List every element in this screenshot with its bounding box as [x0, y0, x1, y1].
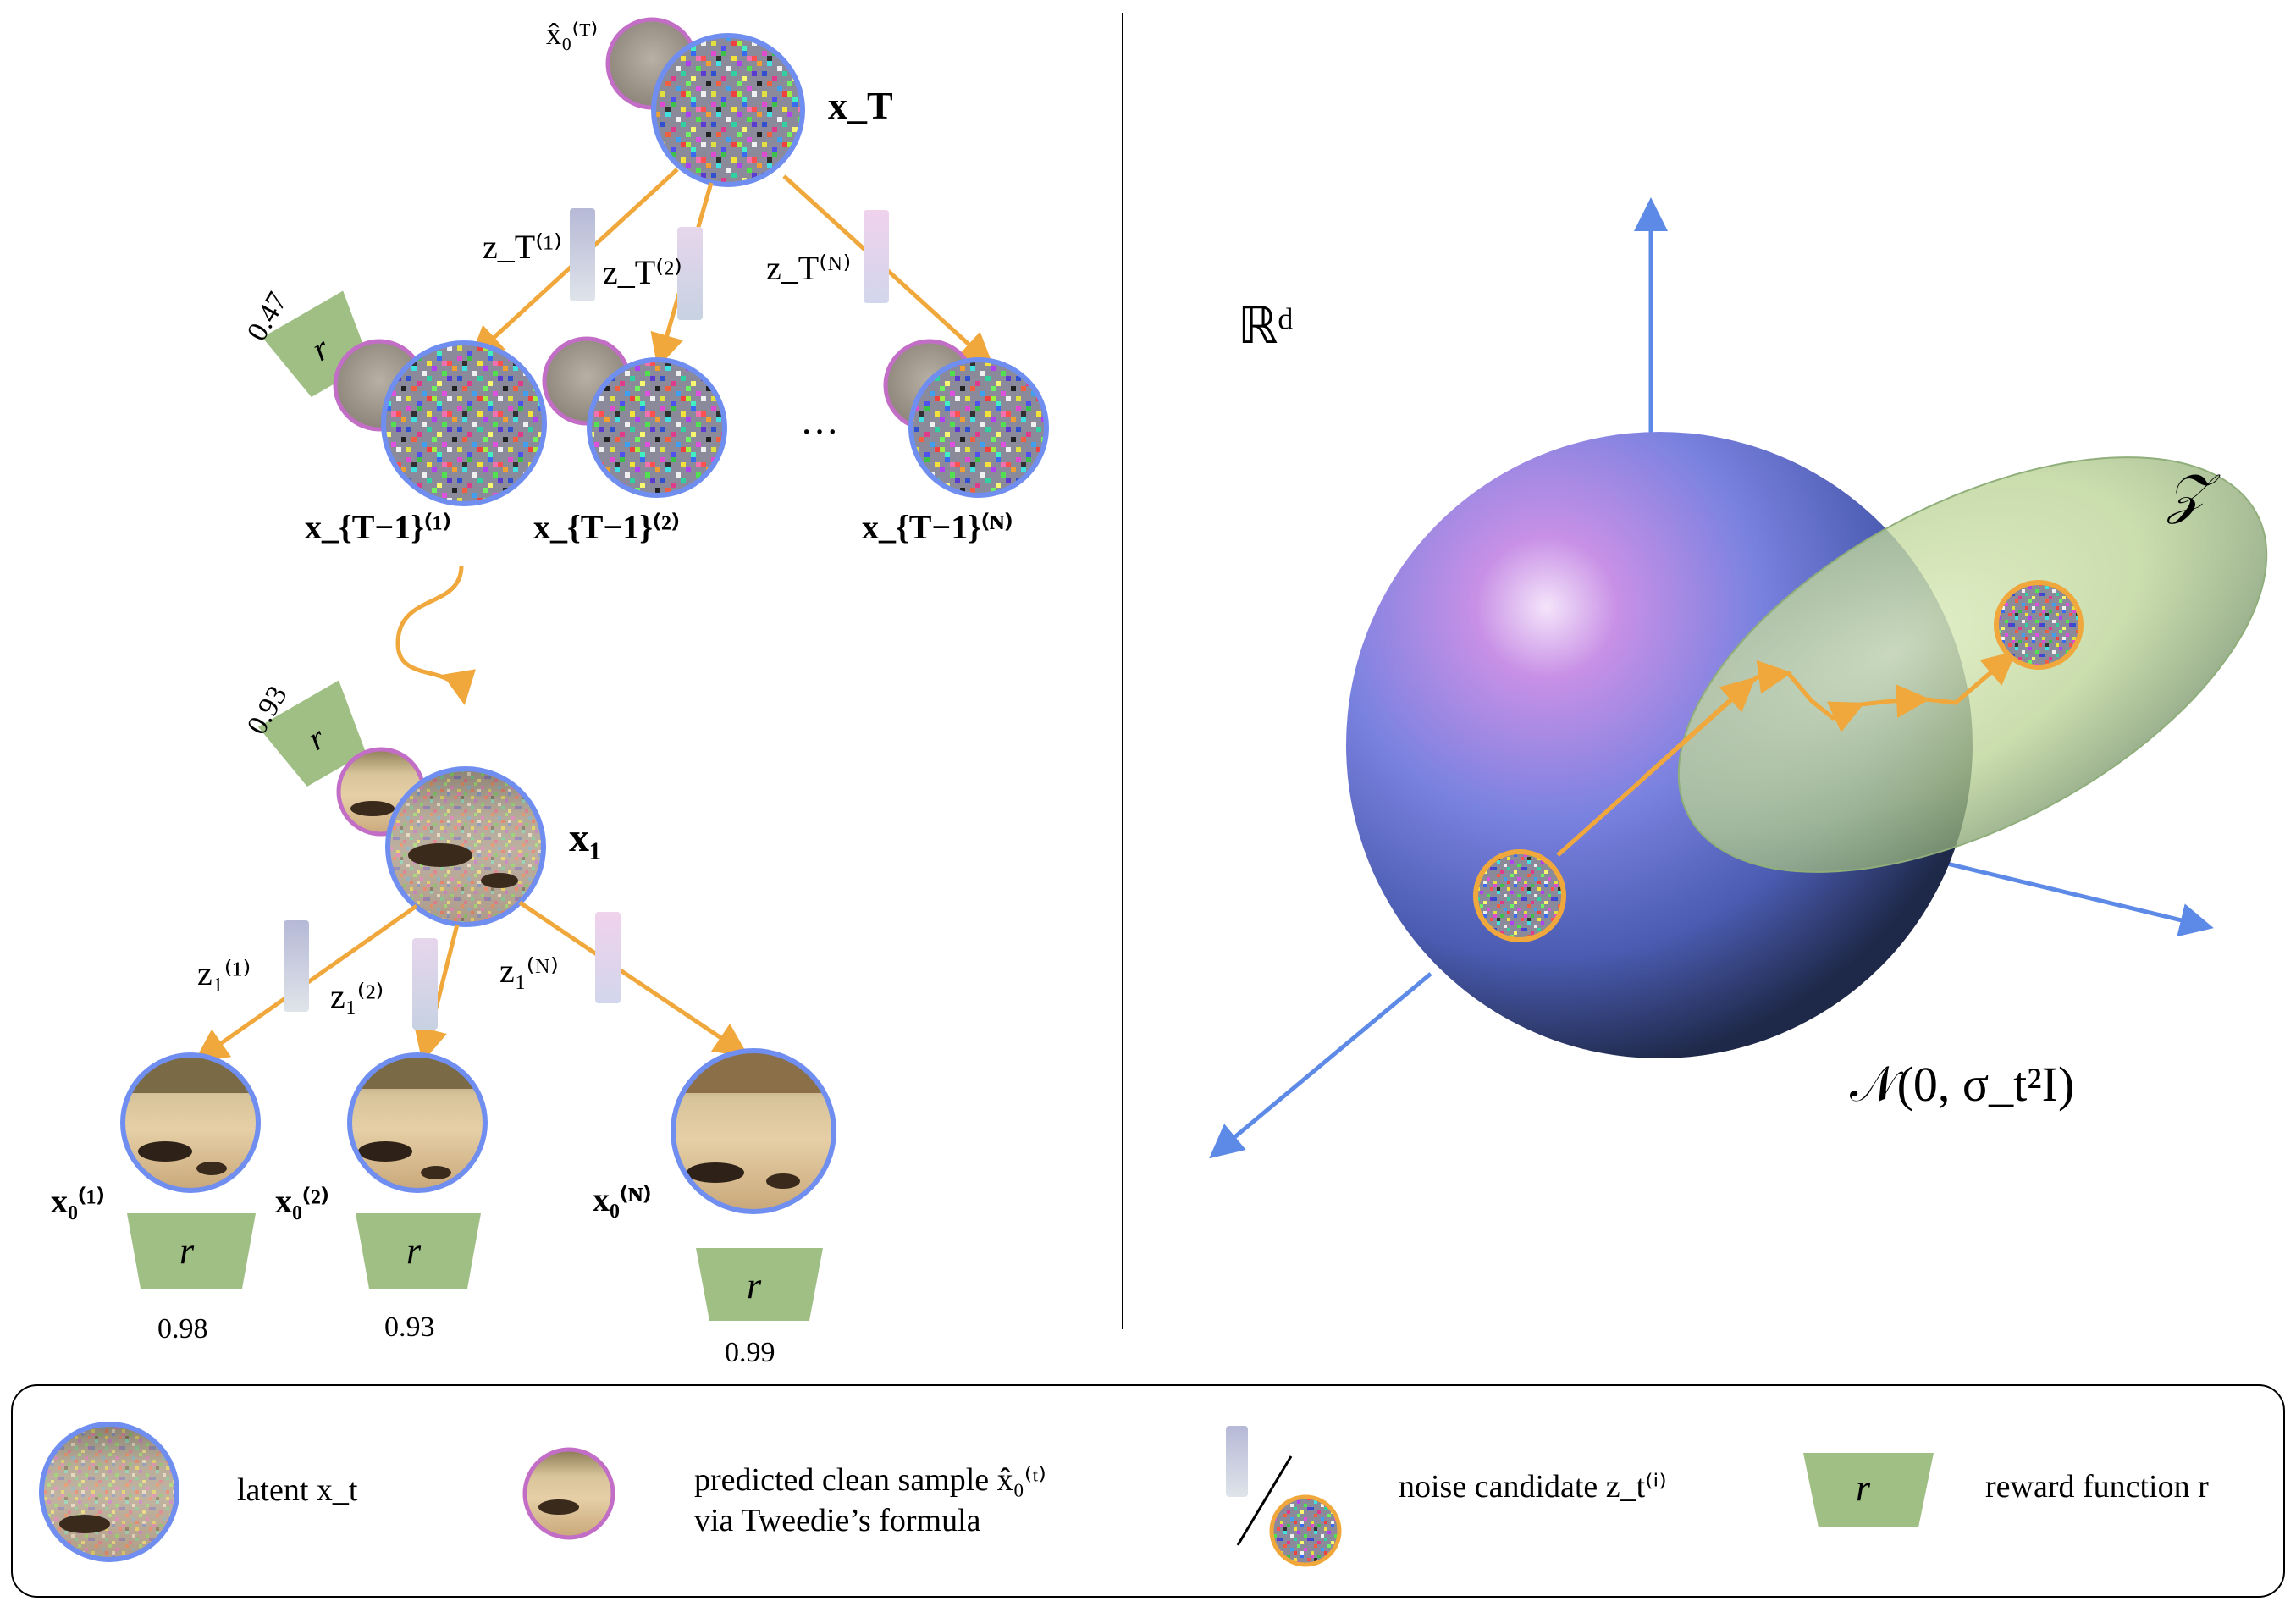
child-node-2: x_{T−1}⁽²⁾ — [533, 336, 727, 546]
svg-text:r: r — [179, 1230, 195, 1272]
root-latent-label: x_T — [828, 84, 893, 127]
noise-label-1-N: z₁⁽ᴺ⁾ — [499, 952, 559, 990]
edge-x1-N — [518, 900, 749, 1057]
legend-reward: reward function r — [1985, 1469, 2209, 1505]
noise-latent-icon — [908, 357, 1049, 498]
legend-predicted-line1: predicted clean sample x̂₀⁽ᵗ⁾ — [694, 1462, 1046, 1498]
candidate-noise-icon — [1269, 1494, 1342, 1567]
leaf-label-1: x₀⁽¹⁾ — [51, 1182, 105, 1220]
leaf-reward-2: r 0.93 — [356, 1213, 481, 1343]
svg-text:r: r — [747, 1265, 762, 1306]
noise-candidate-bar-icon — [412, 938, 438, 1030]
x1-label: x₁ — [569, 815, 601, 860]
legend-box — [11, 1384, 2285, 1598]
noise-latent-icon — [651, 33, 805, 187]
noise-latent-icon — [385, 766, 546, 927]
root-node: x̂₀⁽ᵀ⁾ x_T — [546, 17, 893, 187]
gaussian-label: 𝒩(0, σ_t²I) — [1850, 1057, 2074, 1112]
noise-label-T-1: z_T⁽¹⁾ — [483, 228, 562, 266]
x1-node: x₁ — [336, 747, 601, 927]
root-tweedie-label: x̂₀⁽ᵀ⁾ — [546, 17, 598, 51]
noise-label-1-1: z₁⁽¹⁾ — [197, 954, 251, 992]
space-label: ℝᵈ — [1238, 298, 1294, 354]
edge-x1-2 — [414, 924, 460, 1063]
leaf-reward-N: r 0.99 — [696, 1248, 823, 1368]
reward-box-mid: r — [257, 680, 367, 787]
noise-latent-icon — [587, 357, 727, 498]
child-node-N: x_{T−1}⁽ᴺ⁾ — [862, 339, 1049, 546]
noise-candidate-bar-icon — [1226, 1426, 1248, 1497]
noise-candidate-bar-icon — [864, 210, 889, 303]
child-label-2: x_{T−1}⁽²⁾ — [533, 508, 680, 546]
reward-trapezoid-icon — [1803, 1453, 1934, 1527]
cheetah-image-icon — [120, 1052, 261, 1193]
legend-predicted-line2: via Tweedie’s formula — [694, 1503, 981, 1538]
legend-latent: latent x_t — [237, 1472, 358, 1508]
transition-squiggle — [395, 565, 476, 705]
noise-candidate-bar-icon — [595, 912, 621, 1003]
cheetah-image-icon — [671, 1048, 836, 1214]
leaf-node-1: x₀⁽¹⁾ — [51, 1052, 261, 1220]
child-label-N: x_{T−1}⁽ᴺ⁾ — [862, 508, 1013, 546]
legend: latent x_t predicted clean sample x̂₀⁽ᵗ⁾… — [11, 1384, 2285, 1598]
noise-label-T-2: z_T⁽²⁾ — [603, 253, 682, 291]
axis-y — [1209, 972, 1432, 1159]
reward-trapezoid-icon — [356, 1213, 481, 1289]
child-label-1: x_{T−1}⁽¹⁾ — [305, 508, 451, 546]
optimized-noise-icon — [1994, 580, 2084, 670]
reward-trapezoid-icon — [127, 1213, 256, 1289]
start-noise-icon — [1473, 849, 1566, 942]
noise-label-1-2: z₁⁽²⁾ — [330, 977, 384, 1015]
noise-latent-icon — [39, 1422, 179, 1562]
cheetah-image-icon — [347, 1052, 488, 1193]
child-node-1: x_{T−1}⁽¹⁾ — [305, 339, 547, 546]
svg-text:r: r — [1856, 1467, 1871, 1509]
tweedie-sample-icon — [522, 1447, 615, 1540]
leaf-reward-value-1: 0.98 — [157, 1313, 208, 1345]
reward-trapezoid-icon — [696, 1248, 823, 1321]
legend-slash — [1236, 1455, 1293, 1546]
latent-space-panel: ℝᵈ 𝒵 𝒩(0, σ_t²I) — [1209, 197, 2268, 1159]
svg-text:r: r — [406, 1230, 422, 1272]
feasible-set-ellipse — [1677, 456, 2268, 873]
noise-candidate-bar-icon — [284, 920, 309, 1012]
noise-candidate-bar-icon — [570, 208, 595, 301]
leaf-reward-1: r 0.98 — [127, 1213, 256, 1345]
ellipsis: ··· — [800, 410, 839, 453]
leaf-node-N: x₀⁽ᴺ⁾ — [593, 1048, 836, 1218]
axis-x — [1946, 861, 2214, 937]
leaf-reward-value-2: 0.93 — [384, 1312, 435, 1343]
legend-noise: noise candidate z_t⁽ⁱ⁾ — [1399, 1469, 1667, 1505]
leaf-label-N: x₀⁽ᴺ⁾ — [593, 1180, 651, 1218]
search-tree: x̂₀⁽ᵀ⁾ x_T z_T⁽¹⁾ z_T⁽²⁾ z_T⁽ᴺ⁾ r 0.47 x… — [51, 17, 1049, 1368]
noise-latent-icon — [381, 340, 547, 506]
leaf-label-2: x₀⁽²⁾ — [275, 1182, 329, 1220]
noise-candidate-bar-icon — [677, 227, 703, 320]
leaf-reward-value-N: 0.99 — [725, 1337, 775, 1368]
root-edges — [469, 168, 994, 368]
leaf-node-2: x₀⁽²⁾ — [275, 1052, 488, 1220]
reward-trapezoid-icon — [257, 680, 367, 787]
noise-label-T-N: z_T⁽ᴺ⁾ — [766, 249, 851, 287]
